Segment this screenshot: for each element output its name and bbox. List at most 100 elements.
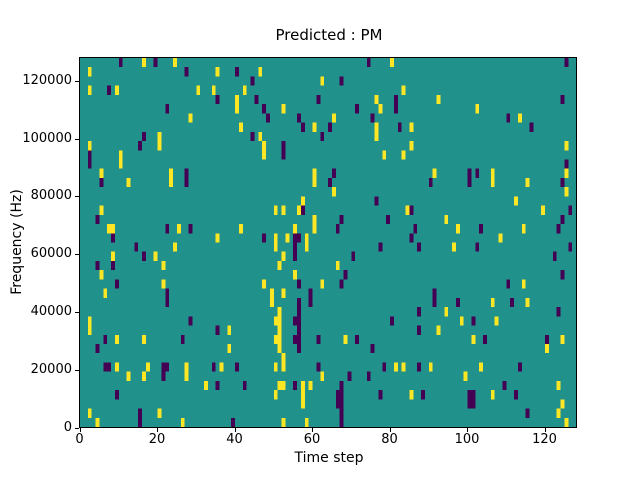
cell-high [300, 196, 305, 206]
cell-high [281, 380, 286, 391]
cell-high [428, 362, 433, 372]
cell-low [308, 288, 313, 298]
cell-low [215, 380, 220, 391]
cell-high [490, 177, 495, 188]
cell-low [293, 334, 297, 344]
cell-high [436, 94, 441, 105]
cell-low [184, 168, 189, 178]
x-tick-mark [312, 428, 313, 432]
cell-high [463, 371, 468, 381]
cell-high [312, 177, 317, 188]
cell-low [413, 224, 418, 234]
cell-high [169, 177, 173, 188]
cell-low [300, 122, 305, 132]
cell-low [134, 242, 139, 252]
cell-high [564, 141, 569, 151]
cell-low [316, 334, 321, 344]
cell-low [95, 343, 100, 354]
cell-low [165, 288, 170, 298]
cell-low [153, 58, 158, 68]
cell-low [471, 399, 476, 409]
cell-low [293, 242, 297, 252]
x-tick-mark [544, 428, 546, 432]
cell-high [258, 67, 263, 77]
cell-high [153, 251, 158, 261]
cell-low [235, 362, 239, 372]
cell-low [114, 279, 119, 289]
cell-high [490, 297, 495, 308]
cell-low [366, 58, 371, 68]
cell-high [157, 408, 162, 418]
cell-high [304, 233, 309, 243]
cell-low [138, 408, 142, 418]
cell-low [568, 205, 573, 215]
cell-high [401, 85, 406, 95]
cell-low [393, 104, 398, 114]
cell-low [165, 104, 170, 114]
cell-high [262, 279, 266, 289]
cell-low [339, 380, 344, 391]
cell-low [417, 242, 421, 252]
cell-high [99, 205, 104, 215]
cell-high [312, 214, 317, 225]
x-tick-label: 80 [381, 432, 398, 447]
cell-high [184, 371, 189, 381]
cell-low [409, 233, 414, 243]
cell-high [479, 362, 483, 372]
cell-high [184, 362, 189, 372]
cell-high [281, 417, 286, 427]
cell-low [107, 85, 111, 95]
y-tick-mark [75, 311, 79, 313]
cell-low [118, 58, 123, 68]
cell-low [250, 76, 255, 86]
cell-high [285, 233, 290, 243]
cell-high [331, 113, 336, 123]
cell-high [452, 242, 456, 252]
cell-low [409, 205, 414, 215]
cell-low [262, 233, 266, 243]
cell-low [281, 141, 286, 151]
cell-high [215, 233, 220, 243]
cell-low [297, 325, 301, 335]
x-tick-mark [467, 428, 468, 432]
cell-high [293, 224, 297, 234]
cell-high [455, 224, 460, 234]
cell-high [444, 307, 449, 317]
cell-high [378, 104, 383, 114]
cell-low [525, 408, 530, 418]
cell-low [331, 168, 336, 178]
cell-low [510, 297, 514, 308]
cell-low [335, 224, 340, 234]
cell-high [304, 417, 309, 427]
cell-high [145, 362, 150, 372]
cell-low [293, 380, 297, 391]
y-tick-label: 120000 [22, 72, 72, 88]
cell-high [103, 288, 108, 298]
cell-high [111, 251, 115, 261]
x-tick-mark [79, 428, 81, 432]
cell-high [87, 316, 92, 326]
cell-high [556, 408, 561, 418]
cell-low [242, 380, 247, 391]
cell-high [374, 122, 379, 132]
cell-high [99, 270, 104, 280]
cell-high [262, 141, 266, 151]
cell-high [262, 150, 266, 160]
cell-low [87, 159, 92, 169]
x-tick-label: 40 [226, 432, 243, 447]
cell-high [409, 122, 414, 132]
cell-low [297, 343, 301, 354]
cell-low [564, 58, 569, 68]
cell-high [126, 177, 131, 188]
x-tick-mark [157, 428, 158, 432]
cell-high [273, 390, 278, 400]
cell-low [184, 67, 189, 77]
cell-low [293, 251, 297, 261]
y-tick-label: 20000 [30, 361, 72, 377]
cell-low [328, 122, 332, 132]
cell-low [545, 334, 549, 344]
cell-high [273, 316, 278, 326]
cell-low [316, 94, 321, 105]
cell-high [281, 288, 286, 298]
cell-high [238, 224, 243, 234]
